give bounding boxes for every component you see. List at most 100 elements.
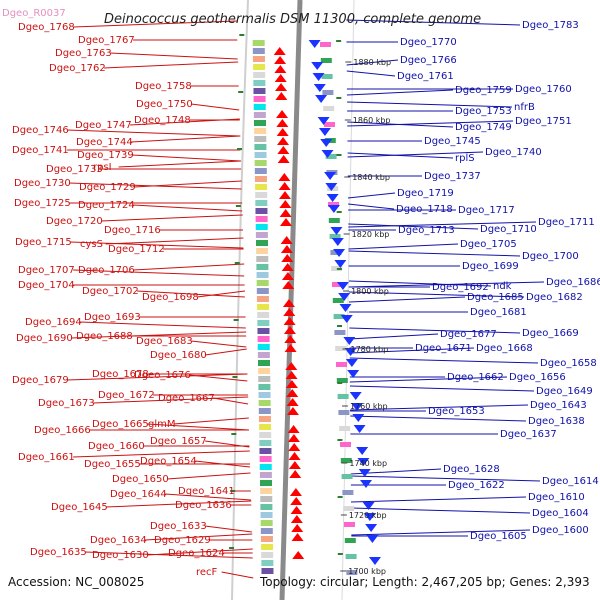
tick-label-1820-kbp: 1820 kbp	[352, 230, 390, 239]
leader-line	[101, 214, 243, 222]
gene-label-glmm: glmM	[148, 419, 176, 430]
forward-gene-arrow	[274, 74, 287, 82]
gene-label-dgeo-1783: Dgeo_1783	[522, 20, 579, 31]
reverse-gene-arrow	[352, 414, 365, 422]
reverse-gene-arrow	[360, 480, 372, 488]
gene-block	[332, 282, 343, 287]
gene-label-dgeo-1725: Dgeo_1725	[14, 198, 71, 209]
gene-block	[336, 378, 348, 383]
leader-line	[167, 472, 251, 480]
leader-lines	[67, 19, 545, 579]
tick-dot	[229, 547, 235, 549]
gene-label-dgeo-1641: Dgeo_1641	[178, 486, 235, 497]
gene-label-dgeo-1770: Dgeo_1770	[400, 37, 457, 48]
tick-label-1760-kbp: 1760 kbp	[350, 402, 388, 411]
reverse-gene-arrow	[362, 502, 375, 510]
gene-label-dgeo-1679: Dgeo_1679	[12, 375, 69, 386]
reverse-gene-arrow	[363, 513, 376, 521]
gene-label-dgeo-1680: Dgeo_1680	[150, 350, 207, 361]
gene-label-dgeo-1730: Dgeo_1730	[14, 178, 71, 189]
gene-label-dgeo-1740: Dgeo_1740	[485, 147, 542, 158]
gene-label-dgeo-1672: Dgeo_1672	[98, 390, 155, 401]
leader-line	[195, 460, 250, 468]
leader-line	[351, 507, 531, 514]
gene-block	[260, 520, 273, 526]
forward-gene-arrow	[291, 524, 304, 532]
gene-block	[338, 410, 350, 415]
gene-block	[259, 440, 272, 446]
forward-gene-arrow	[285, 380, 298, 388]
tick-dot	[232, 376, 238, 378]
forward-gene-arrow	[288, 443, 301, 451]
reverse-gene-arrow	[320, 139, 333, 147]
leader-line	[349, 385, 535, 392]
forward-gene-arrow	[274, 56, 287, 64]
leader-line	[205, 525, 252, 533]
gene-label-dgeo-1614: Dgeo_1614	[542, 476, 599, 487]
forward-gene-arrow	[273, 47, 286, 55]
gene-block	[335, 346, 347, 351]
reverse-gene-arrow	[330, 227, 343, 235]
gene-block	[253, 64, 266, 70]
gene-block	[328, 202, 339, 207]
gene-label-dgeo-1767: Dgeo_1767	[78, 35, 135, 46]
leader-line	[350, 415, 527, 422]
gene-block	[261, 544, 274, 550]
gene-label-dgeo-1629: Dgeo_1629	[154, 535, 211, 546]
reverse-gene-arrow	[368, 557, 381, 565]
leader-line	[347, 152, 454, 159]
reverse-gene-arrow	[349, 392, 362, 400]
gene-block	[345, 554, 357, 559]
forward-gene-arrow	[276, 119, 289, 127]
accession-text: Accession: NC_008025	[8, 575, 144, 589]
gene-label-dgeo-1715: Dgeo_1715	[15, 237, 72, 248]
gene-label-dgeo-1662: Dgeo_1662	[447, 372, 504, 383]
leader-line	[347, 121, 454, 128]
leader-line	[134, 180, 242, 188]
gene-label-dgeo-1750: Dgeo_1750	[136, 99, 193, 110]
gene-block	[256, 272, 269, 278]
gene-block	[320, 42, 331, 47]
gene-label-dgeo-1677: Dgeo_1677	[440, 329, 497, 340]
gene-block	[260, 528, 273, 534]
gene-label-dgeo-1741: Dgeo_1741	[12, 145, 69, 156]
tick-dot	[336, 268, 342, 270]
leader-line	[118, 160, 242, 168]
gene-block	[256, 256, 269, 262]
gene-label-dgeo-1630: Dgeo_1630	[92, 550, 149, 561]
gene-block	[260, 496, 273, 502]
gene-block	[258, 376, 271, 382]
leader-line	[73, 450, 250, 458]
gene-label-dgeo-1747: Dgeo_1747	[75, 120, 132, 131]
leader-line	[131, 135, 241, 143]
leader-line	[133, 263, 245, 271]
forward-gene-arrow	[283, 317, 296, 325]
leader-line	[104, 61, 239, 69]
leader-line	[133, 204, 243, 212]
gene-block	[261, 552, 274, 558]
gene-label-dgeo-1637: Dgeo_1637	[500, 429, 557, 440]
forward-gene-arrow	[288, 461, 301, 469]
forward-gene-arrow	[280, 245, 293, 253]
forward-gene-arrow	[290, 497, 303, 505]
gene-label-dgeo-1737: Dgeo_1737	[424, 171, 481, 182]
gene-block	[340, 458, 352, 463]
gene-block	[253, 72, 266, 78]
genome-backbone	[279, 0, 303, 600]
leader-line	[349, 376, 508, 383]
reverse-gene-arrow	[339, 304, 352, 312]
gene-label-dgeo-1768: Dgeo_1768	[18, 22, 75, 33]
forward-gene-arrow	[279, 200, 292, 208]
leader-line	[106, 500, 252, 508]
gene-block	[254, 160, 267, 166]
leader-line	[221, 571, 254, 579]
gene-block	[322, 90, 334, 95]
gene-block	[261, 560, 274, 566]
leader-line	[71, 331, 247, 339]
gene-label-dgeo-1702: Dgeo_1702	[82, 286, 139, 297]
reverse-gene-arrow	[344, 348, 357, 356]
tick-label-1880-kbp: 1880 kbp	[353, 58, 391, 67]
outer-track-line	[231, 0, 249, 600]
gene-label-dgeo-1717: Dgeo_1717	[458, 205, 515, 216]
